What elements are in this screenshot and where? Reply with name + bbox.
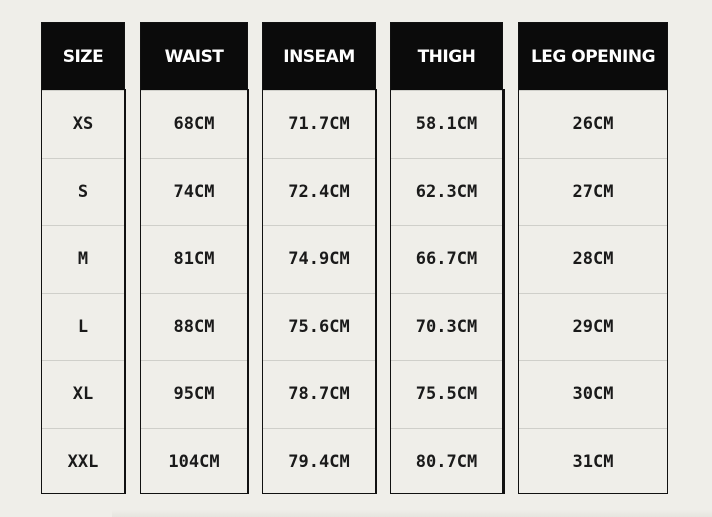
cell-waist-l: 88CM [141, 292, 247, 361]
cell-thigh-xl: 75.5CM [391, 360, 502, 428]
cell-leg-opening-xs: 26CM [519, 90, 667, 158]
cell-leg-opening-m: 28CM [519, 225, 667, 293]
column-leg-opening: LEG OPENING 26CM 27CM 28CM 29CM 30CM 31C… [518, 22, 668, 494]
cell-waist-s: 74CM [141, 157, 247, 226]
cell-size-m: M [42, 225, 124, 293]
cell-leg-opening-l: 29CM [519, 292, 667, 361]
cell-inseam-s: 72.4CM [263, 157, 375, 226]
cell-inseam-l: 75.6CM [263, 292, 375, 361]
cell-inseam-xl: 78.7CM [263, 360, 375, 428]
column-waist: WAIST 68CM 74CM 81CM 88CM 95CM 104CM [140, 22, 248, 494]
column-divider [247, 89, 249, 494]
cell-thigh-s: 62.3CM [391, 157, 502, 226]
cell-waist-m: 81CM [141, 225, 247, 293]
column-size: SIZE XS S M L XL XXL [41, 22, 125, 494]
cell-waist-xxl: 104CM [141, 427, 247, 496]
header-inseam: INSEAM [263, 23, 375, 90]
cell-waist-xs: 68CM [141, 90, 247, 158]
cell-thigh-m: 66.7CM [391, 225, 502, 293]
column-thigh: THIGH 58.1CM 62.3CM 66.7CM 70.3CM 75.5CM… [390, 22, 503, 494]
bottom-shadow [112, 510, 712, 517]
cell-size-l: L [42, 292, 124, 361]
header-leg-opening: LEG OPENING [519, 23, 667, 90]
cell-leg-opening-s: 27CM [519, 157, 667, 226]
cell-size-xl: XL [42, 360, 124, 428]
cell-waist-xl: 95CM [141, 360, 247, 428]
cell-size-xs: XS [42, 90, 124, 158]
header-waist: WAIST [141, 23, 247, 90]
cell-leg-opening-xl: 30CM [519, 360, 667, 428]
column-divider [124, 89, 126, 494]
column-divider [375, 89, 377, 494]
header-size: SIZE [42, 23, 124, 90]
cell-thigh-l: 70.3CM [391, 292, 502, 361]
cell-leg-opening-xxl: 31CM [519, 427, 667, 496]
header-thigh: THIGH [391, 23, 502, 90]
column-divider [503, 89, 505, 494]
cell-thigh-xs: 58.1CM [391, 90, 502, 158]
cell-inseam-m: 74.9CM [263, 225, 375, 293]
cell-thigh-xxl: 80.7CM [391, 427, 502, 496]
cell-inseam-xxl: 79.4CM [263, 427, 375, 496]
cell-size-xxl: XXL [42, 427, 124, 496]
cell-size-s: S [42, 157, 124, 226]
column-inseam: INSEAM 71.7CM 72.4CM 74.9CM 75.6CM 78.7C… [262, 22, 376, 494]
cell-inseam-xs: 71.7CM [263, 90, 375, 158]
